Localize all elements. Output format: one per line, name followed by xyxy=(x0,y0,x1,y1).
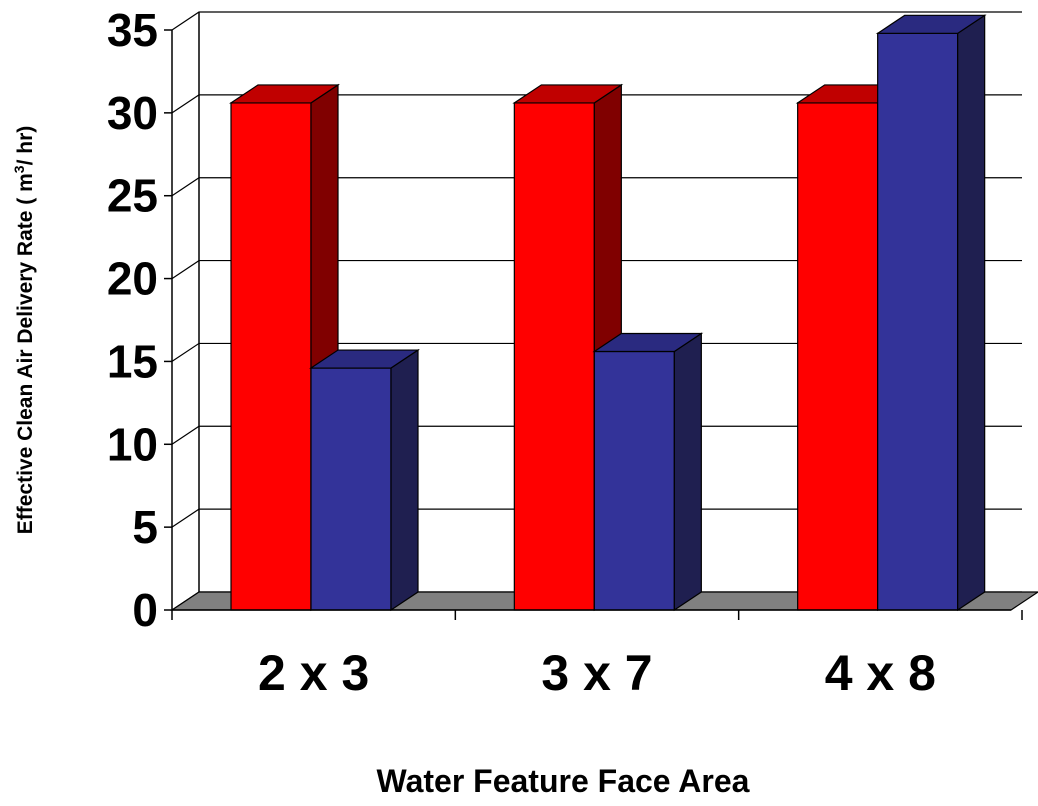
gridline xyxy=(171,11,1022,31)
bar-side-face xyxy=(957,14,986,612)
x-category-label: 2 x 3 xyxy=(258,645,369,701)
bar-front-face xyxy=(877,32,959,611)
y-tick-label: 25 xyxy=(107,170,158,222)
x-category-label: 4 x 8 xyxy=(825,645,936,701)
gridline xyxy=(171,425,1022,445)
y-axis-title-end: / hr) xyxy=(14,126,37,166)
axes xyxy=(164,29,1023,620)
y-tick-label: 30 xyxy=(107,87,158,139)
y-tick-label: 35 xyxy=(107,4,158,56)
x-category-labels: 2 x 3 3 x 7 4 x 8 xyxy=(258,645,936,701)
y-tick-label: 10 xyxy=(107,418,158,470)
x-category-label: 3 x 7 xyxy=(541,645,652,701)
bar-front-face xyxy=(593,350,675,611)
bar xyxy=(875,14,987,612)
gridline xyxy=(171,342,1022,362)
y-tick-label: 15 xyxy=(107,335,158,387)
bar-top-face xyxy=(875,14,987,34)
y-axis-title-superscript: 3 xyxy=(11,165,27,173)
bar xyxy=(229,83,340,612)
bar xyxy=(592,332,704,612)
bar-side-face xyxy=(390,348,419,612)
bar-front-face xyxy=(310,367,392,611)
bar-front-face xyxy=(797,102,879,611)
y-tick-label: 5 xyxy=(132,501,158,553)
y-tick-labels: 0 5 10 15 20 25 30 35 xyxy=(107,4,158,636)
bar xyxy=(309,348,420,612)
bar-side-face xyxy=(673,332,702,612)
bar-top-face xyxy=(229,84,340,104)
gridline xyxy=(171,508,1022,528)
gridline xyxy=(171,177,1022,197)
gridline xyxy=(171,94,1022,114)
y-axis-title-main: Effective Clean Air Delivery Rate ( m xyxy=(14,173,37,534)
bars xyxy=(229,14,987,612)
gridline xyxy=(171,259,1022,280)
bar-top-face xyxy=(309,349,420,369)
y-tick-label: 0 xyxy=(132,584,158,636)
x-axis-title: Water Feature Face Area xyxy=(377,763,750,799)
bar-top-face xyxy=(512,84,624,104)
y-axis-title: Effective Clean Air Delivery Rate ( m3/ … xyxy=(11,126,37,535)
bar-front-face xyxy=(513,102,595,611)
bar-top-face xyxy=(592,332,704,353)
bar-front-face xyxy=(230,102,312,611)
y-tick-label: 20 xyxy=(107,253,158,305)
